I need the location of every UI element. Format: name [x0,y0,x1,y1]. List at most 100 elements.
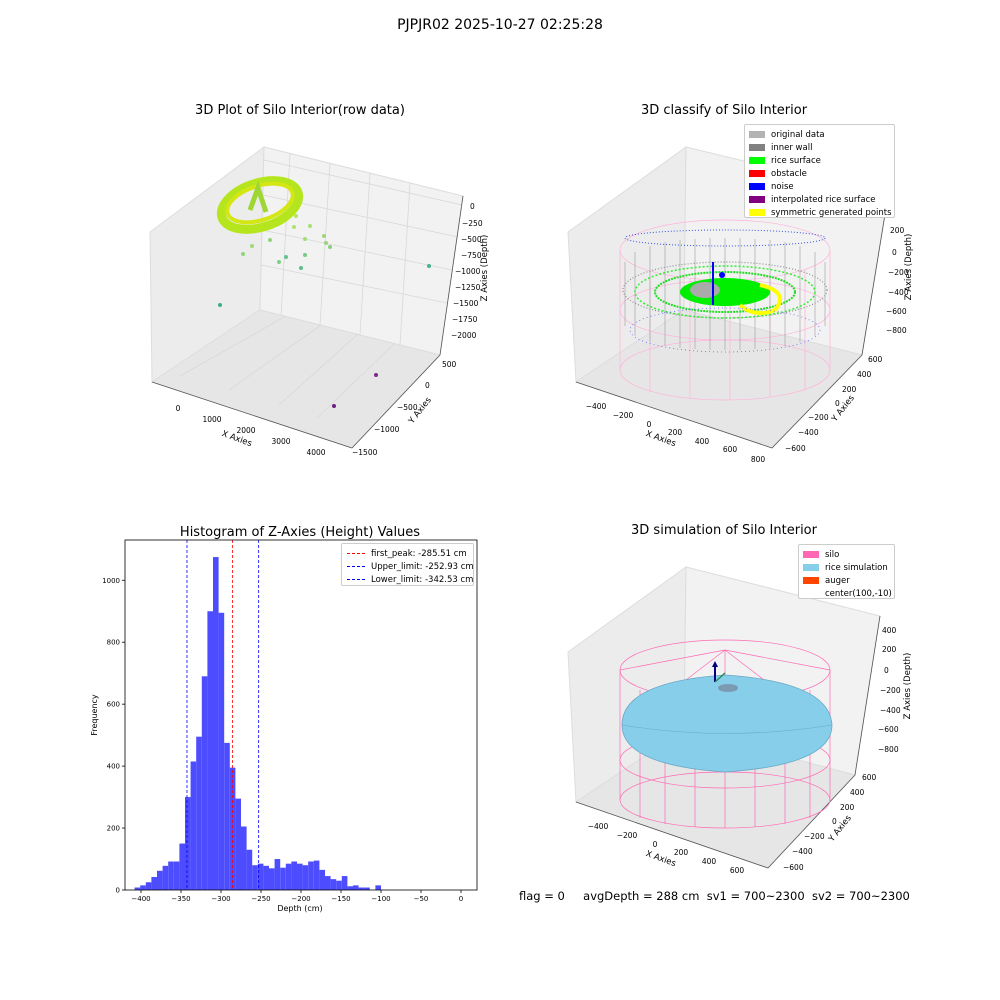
classify-3d-plot[interactable]: −400 −200 0 200 400 600 800 600 400 200 … [500,0,1000,500]
legend-swatch [803,551,819,558]
classify-ytick: −200 [808,413,829,422]
histogram-bar [190,761,197,890]
raw-ytick: −500 [397,403,418,412]
histogram-chart[interactable]: Histogram of Z-Axies (Height) Values −40… [0,500,500,920]
classify-plot-title: 3D classify of Silo Interior [640,103,808,118]
simulation-ztick: −200 [880,686,901,695]
histogram-bar [218,612,225,890]
histogram-bar [140,885,146,890]
histogram-bar [364,887,370,890]
simulation-ytick: 0 [832,817,837,826]
simulation-xtick: 0 [653,840,658,849]
legend-item: silo [803,548,890,561]
raw-plot-title: 3D Plot of Silo Interior(row data) [195,103,405,118]
simulation-plot-title: 3D simulation of Silo Interior [631,523,817,538]
histogram-bar [285,863,292,890]
raw-grid [179,153,463,419]
raw-ztick: −1500 [453,299,479,308]
legend-swatch [803,564,819,571]
legend-item: obstacle [749,167,890,180]
simulation-x-label: X Axies [644,849,677,869]
histogram-bar [252,865,258,890]
histogram-x-ticks: −400 −350 −300 −250 −200 −150 −100 −50 0 [131,890,463,903]
raw-x-ticks: 0 1000 2000 3000 4000 [176,404,326,457]
simulation-ztick: 200 [882,645,897,654]
histogram-bar [336,880,342,890]
raw-ztick: −2000 [451,331,477,340]
raw-scatter-points [218,214,431,408]
simulation-ytick: 200 [840,803,855,812]
simulation-xtick: 600 [730,866,745,875]
legend-swatch [749,170,765,177]
raw-ztick: −1000 [455,267,481,276]
simulation-ytick: −600 [783,863,804,872]
simulation-xtick: −200 [617,831,638,840]
histogram-bar [179,843,185,890]
raw-ztick: −250 [462,219,483,228]
simulation-y-label: Y Axies [826,813,854,845]
raw-xtick: 0 [176,404,181,413]
histogram-bar [213,557,219,890]
simulation-ytick: 600 [862,773,877,782]
histogram-y-label: Frequency [90,694,99,736]
simulation-z-label: Z Axies (Depth) [903,653,913,720]
histogram-bar [229,767,236,890]
legend-swatch [803,577,819,584]
legend-item: interpolated rice surface [749,193,890,206]
legend-line [347,553,365,554]
status-footer: flag = 0 avgDepth = 288 cm sv1 = 700~230… [519,889,910,903]
histogram-y-ticks: 0 200 400 600 800 1000 [102,577,125,895]
legend-item: Upper_limit: -252.93 cm [347,560,474,573]
legend-item: symmetric generated points [749,206,892,219]
legend-item: first_peak: -285.51 cm [347,547,468,560]
histogram-ytick-label: 200 [107,825,120,833]
histogram-bar [347,886,353,890]
histogram-plot-area [124,539,478,891]
simulation-3d-plot[interactable]: −400 −200 0 200 400 600 600 400 200 0 −2… [500,420,1000,900]
histogram-frame [124,539,478,891]
legend-swatch [803,590,819,597]
legend-item: original data [749,128,890,141]
legend-swatch [749,209,765,216]
legend-swatch [749,196,765,203]
histogram-bar [263,865,269,890]
histogram-bar [291,861,297,890]
simulation-ztick: 400 [882,626,897,635]
simulation-legend: silo rice simulation auger center(100,-1… [798,544,895,599]
histogram-bar [274,859,281,890]
classify-rice-surface [629,262,821,353]
raw-ytick: −1500 [352,448,378,457]
histogram-bar [201,676,208,890]
simulation-xtick: 400 [702,857,717,866]
histogram-bar [224,742,230,890]
histogram-ytick-label: 0 [116,887,120,895]
histogram-bar [162,865,169,890]
raw-ztick: −1250 [455,283,481,292]
histogram-ytick-label: 600 [107,701,120,709]
histogram-bar [341,876,348,890]
histogram-bar [358,887,365,890]
histogram-ytick-label: 400 [107,763,120,771]
classify-legend: original data inner wall rice surface ob… [744,124,895,218]
raw-z-ticks: 0 −250 −500 −750 −1000 −1250 −1500 −1750… [451,202,483,340]
histogram-bar [185,797,191,890]
classify-z-label: Z Axies (Depth) [904,234,914,301]
raw-ytick: −1000 [374,425,400,434]
histogram-bar [168,861,174,890]
histogram-bar [145,882,152,890]
simulation-ztick: −600 [878,725,899,734]
raw-ztick: −1750 [452,315,478,324]
classify-ztick: −400 [888,288,909,297]
simulation-rice-disk [621,674,833,773]
raw-y-ticks: 500 0 −500 −1000 −1500 [352,360,457,457]
sv2-text: sv2 = 700~2300 [811,889,910,903]
legend-swatch [749,183,765,190]
raw-ytick: 500 [442,360,457,369]
classify-ztick: −200 [888,268,909,277]
histogram-xtick-label: −300 [211,895,230,903]
classify-xtick: 600 [723,445,738,454]
legend-swatch [749,157,765,164]
legend-item: inner wall [749,141,890,154]
simulation-ztick: −400 [880,706,901,715]
raw-3d-plot[interactable]: 0 1000 2000 3000 4000 500 0 −500 −1000 −… [0,0,500,500]
